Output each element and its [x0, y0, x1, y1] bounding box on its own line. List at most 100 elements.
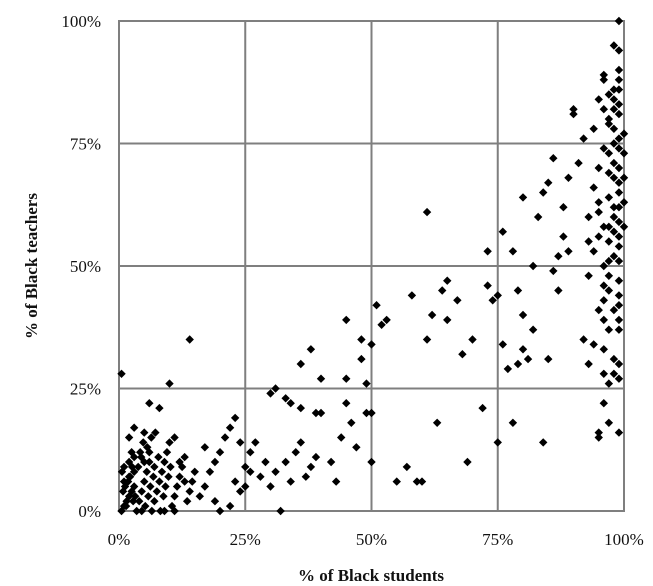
data-point: [599, 75, 608, 84]
data-point: [579, 335, 588, 344]
data-point: [609, 212, 619, 222]
x-axis-ticks: 0% 25% 50% 75% 100%: [108, 530, 644, 549]
data-point: [147, 433, 156, 442]
y-tick-label: 100%: [61, 12, 101, 31]
data-point: [306, 345, 316, 354]
data-point: [599, 222, 608, 231]
data-point: [127, 462, 137, 472]
data-point: [127, 448, 136, 457]
data-point: [599, 345, 608, 354]
data-point: [159, 492, 168, 501]
data-point: [458, 350, 467, 359]
data-point: [162, 448, 172, 457]
data-point: [152, 487, 162, 496]
data-point: [142, 467, 151, 476]
data-point: [559, 203, 568, 212]
data-point: [125, 472, 135, 481]
data-point: [518, 193, 528, 202]
data-point: [554, 252, 563, 261]
data-point: [150, 462, 159, 472]
data-point: [614, 144, 624, 153]
data-point: [200, 482, 210, 491]
data-point: [296, 359, 305, 369]
x-tick-label: 75%: [482, 530, 513, 549]
data-point: [432, 418, 442, 427]
data-point: [326, 457, 336, 467]
data-point: [132, 506, 141, 516]
data-point: [604, 119, 614, 129]
data-point: [256, 472, 265, 481]
data-point: [614, 188, 624, 197]
data-point: [367, 457, 376, 467]
data-point: [337, 433, 346, 442]
data-point: [182, 497, 192, 506]
data-point: [246, 448, 255, 457]
data-point: [463, 457, 472, 467]
data-point: [604, 222, 614, 231]
data-point: [357, 335, 366, 344]
data-point: [422, 335, 432, 344]
data-point: [236, 438, 245, 447]
data-point: [518, 345, 528, 354]
data-point: [539, 438, 548, 447]
data-point: [614, 315, 624, 325]
data-point: [609, 252, 619, 261]
data-point: [609, 124, 619, 133]
data-point: [609, 203, 619, 212]
data-point: [412, 477, 422, 486]
y-tick-label: 75%: [70, 135, 101, 154]
data-point: [614, 276, 624, 285]
data-point: [165, 379, 174, 388]
data-point: [286, 399, 295, 408]
data-point: [225, 423, 235, 432]
data-point: [619, 198, 629, 207]
data-point: [422, 207, 432, 217]
data-point: [144, 492, 153, 501]
data-point: [175, 472, 184, 481]
x-tick-label: 25%: [230, 530, 261, 549]
data-point: [594, 305, 603, 315]
data-point: [392, 477, 401, 486]
data-point: [165, 438, 174, 447]
data-point: [170, 492, 179, 501]
data-point: [230, 477, 240, 486]
data-point: [523, 354, 533, 364]
data-point: [614, 359, 624, 369]
data-point: [503, 364, 513, 374]
data-point: [443, 276, 452, 285]
data-point: [129, 482, 139, 491]
data-point: [614, 374, 624, 383]
data-point: [149, 472, 158, 481]
data-point: [614, 109, 624, 119]
data-point: [357, 354, 366, 364]
data-point: [316, 408, 326, 418]
data-point: [296, 403, 305, 413]
data-point: [190, 467, 199, 476]
data-point: [614, 46, 624, 55]
data-point: [594, 95, 603, 104]
data-point: [117, 369, 126, 378]
y-axis-title: % of Black teachers: [22, 193, 41, 339]
data-point: [246, 467, 255, 476]
data-point: [528, 261, 538, 271]
data-point: [513, 286, 523, 295]
data-point: [559, 232, 568, 241]
data-point: [614, 75, 624, 84]
data-point: [306, 462, 316, 472]
x-tick-label: 100%: [604, 530, 644, 549]
data-point: [589, 247, 598, 256]
data-point: [604, 256, 614, 266]
data-point: [544, 354, 553, 364]
data-point: [230, 413, 240, 423]
data-point: [331, 477, 341, 486]
data-point: [584, 237, 593, 246]
data-point: [508, 418, 518, 427]
data-point: [210, 457, 220, 467]
data-point: [266, 389, 275, 398]
data-point: [135, 497, 144, 506]
data-point: [549, 154, 558, 163]
data-point: [614, 16, 624, 26]
data-point: [271, 384, 280, 393]
data-point: [554, 286, 563, 295]
data-point: [528, 325, 538, 334]
